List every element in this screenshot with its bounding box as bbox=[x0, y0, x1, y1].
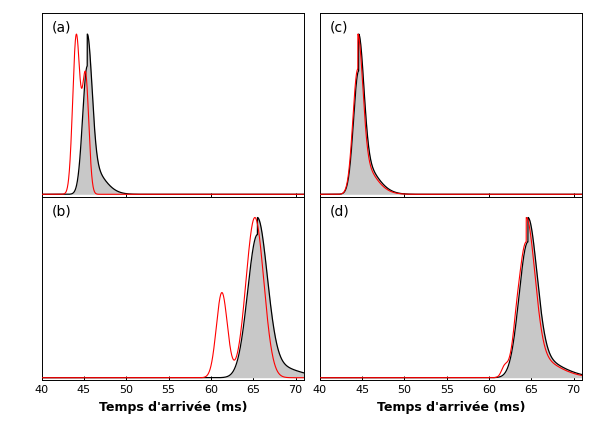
Text: (d): (d) bbox=[330, 204, 350, 218]
X-axis label: Temps d'arrivée (ms): Temps d'arrivée (ms) bbox=[377, 400, 525, 414]
Text: (c): (c) bbox=[330, 21, 349, 34]
Text: (b): (b) bbox=[52, 204, 72, 218]
X-axis label: Temps d'arrivée (ms): Temps d'arrivée (ms) bbox=[99, 400, 247, 414]
Text: (a): (a) bbox=[52, 21, 71, 34]
